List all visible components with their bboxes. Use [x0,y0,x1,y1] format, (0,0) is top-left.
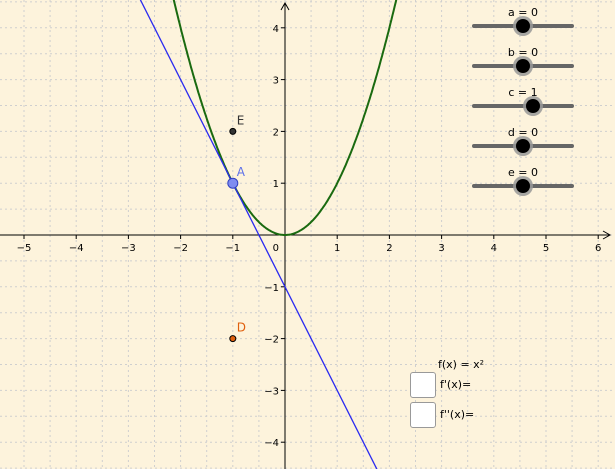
points: A E D [227,113,246,343]
y-tick-label: 3 [273,76,279,87]
x-tick-label: 5 [543,243,549,254]
x-tick-label: −1 [225,243,240,254]
y-tick-label: 1 [273,179,279,190]
slider-d-label: d = 0 [507,126,539,139]
x-tick-label: 2 [386,243,392,254]
x-tick-label: 6 [595,243,601,254]
y-tick-label: −4 [264,438,279,449]
y-tick-label: 4 [273,24,279,35]
x-tick-label: −5 [17,243,32,254]
slider-b[interactable]: b = 0 [469,46,577,74]
tick-labels: −5 −4 −3 −2 −1 1 2 3 4 5 6 4 3 2 1 −1 −2 −3 −4 0 [17,24,602,449]
slider-e[interactable]: e = 0 [469,166,577,194]
y-tick-label: −1 [264,283,279,294]
slider-c-track[interactable] [472,104,574,108]
slider-e-label: e = 0 [508,166,538,179]
slider-d-knob[interactable] [516,139,530,153]
derivative-checkbox-1[interactable] [410,372,436,398]
y-axis-arrow [280,1,290,11]
slider-c-knob[interactable] [526,99,541,113]
slider-c[interactable]: c = 1 [469,86,577,114]
tangent-line[interactable] [134,0,385,469]
slider-e-knob[interactable] [516,179,530,193]
x-tick-label: −2 [173,243,188,254]
origin-label: 0 [273,243,279,254]
y-tick-label: 2 [273,127,279,138]
x-tick-label: −4 [69,243,84,254]
point-e[interactable] [229,127,237,135]
slider-a-label: a = 0 [508,6,538,19]
x-tick-label: −3 [121,243,136,254]
function-label: f(x) = x² [438,358,485,371]
point-label-d: D [237,321,246,335]
slider-d[interactable]: d = 0 [469,126,577,154]
parabola-curve[interactable] [170,0,399,236]
point-a[interactable] [227,177,239,189]
slider-a-knob[interactable] [516,19,530,33]
point-label-a: A [237,165,246,179]
x-tick-label: 4 [491,243,497,254]
x-tick-label: 1 [334,243,340,254]
derivative-label-1: f'(x)= [440,378,472,391]
x-tick-label: 3 [438,243,444,254]
slider-b-label: b = 0 [507,46,539,59]
y-tick-label: −3 [264,386,279,397]
slider-c-label: c = 1 [508,86,538,99]
y-tick-label: −2 [264,335,279,346]
derivative-label-2: f''(x)= [440,408,475,421]
slider-b-knob[interactable] [516,59,530,73]
slider-a[interactable]: a = 0 [469,6,577,34]
point-label-e: E [237,113,245,127]
derivative-checkbox-2[interactable] [410,402,436,428]
x-axis-arrow [602,230,612,240]
point-d[interactable] [229,335,237,343]
